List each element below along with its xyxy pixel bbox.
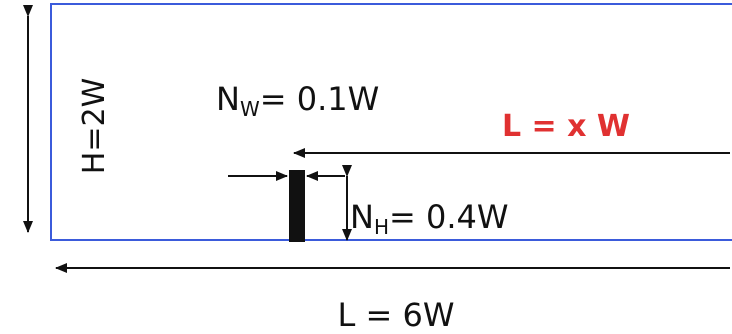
domain-boundary <box>50 3 732 241</box>
nozzle-height-subscript: H <box>374 215 389 239</box>
length-label: L = 6W <box>338 296 455 334</box>
nozzle-width-symbol: N <box>216 80 240 118</box>
nozzle-width-subscript: W <box>240 97 260 121</box>
obstacle <box>289 170 305 242</box>
nozzle-height-label: NH= 0.4W <box>350 198 509 239</box>
nozzle-width-label: NW= 0.1W <box>216 80 379 121</box>
nozzle-height-value: = 0.4W <box>389 198 509 236</box>
distance-label: L = x W <box>502 109 630 144</box>
nozzle-height-symbol: N <box>350 198 374 236</box>
height-label: H=2W <box>77 78 112 174</box>
nozzle-width-value: = 0.1W <box>260 80 380 118</box>
